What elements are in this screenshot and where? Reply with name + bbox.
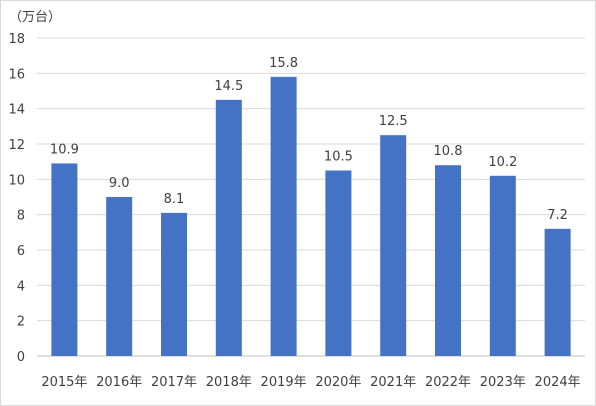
y-tick-label: 14 bbox=[8, 103, 25, 118]
bar bbox=[544, 228, 571, 356]
x-tick-label: 2020年 bbox=[315, 375, 361, 390]
x-tick-label: 2016年 bbox=[96, 375, 142, 390]
bar-value-label: 10.8 bbox=[434, 144, 463, 159]
y-axis-tick-labels: 0 2 4 6 8 10 12 14 16 18 bbox=[8, 32, 25, 365]
x-tick-label: 2024年 bbox=[535, 375, 581, 390]
y-tick-label: 4 bbox=[17, 279, 25, 294]
bar bbox=[489, 175, 516, 356]
y-tick-label: 12 bbox=[8, 138, 25, 153]
x-tick-label: 2017年 bbox=[151, 375, 197, 390]
y-axis-unit-label: （万台） bbox=[9, 10, 61, 25]
y-tick-label: 2 bbox=[17, 315, 25, 330]
y-tick-label: 10 bbox=[8, 173, 25, 188]
y-tick-label: 16 bbox=[8, 67, 25, 82]
bar bbox=[380, 135, 407, 356]
x-tick-label: 2023年 bbox=[480, 375, 526, 390]
x-tick-label: 2015年 bbox=[41, 375, 87, 390]
bar-value-label: 14.5 bbox=[214, 79, 243, 94]
bar bbox=[106, 197, 133, 356]
data-labels: 10.9 9.0 8.1 14.5 15.8 10.5 12.5 10.8 10.2 7.2 bbox=[50, 56, 568, 223]
bar-value-label: 10.2 bbox=[488, 155, 517, 170]
x-tick-label: 2019年 bbox=[261, 375, 307, 390]
x-tick-label: 2018年 bbox=[206, 375, 252, 390]
bar-value-label: 9.0 bbox=[109, 176, 130, 191]
bar-value-label: 8.1 bbox=[164, 192, 185, 207]
y-tick-label: 18 bbox=[8, 32, 25, 47]
x-tick-label: 2021年 bbox=[370, 375, 416, 390]
bar bbox=[325, 170, 352, 356]
y-tick-label: 8 bbox=[17, 209, 25, 224]
y-tick-label: 0 bbox=[17, 350, 25, 365]
bar bbox=[270, 76, 297, 356]
bars bbox=[51, 76, 571, 356]
x-tick-label: 2022年 bbox=[425, 375, 471, 390]
bar-value-label: 15.8 bbox=[269, 56, 298, 71]
bar-value-label: 10.9 bbox=[50, 142, 79, 157]
bar bbox=[215, 99, 242, 356]
bar bbox=[51, 163, 78, 356]
bar-value-label: 7.2 bbox=[547, 208, 568, 223]
bar bbox=[161, 212, 187, 356]
bar-value-label: 12.5 bbox=[379, 114, 408, 129]
bar-value-label: 10.5 bbox=[324, 150, 353, 165]
x-axis-tick-labels: 2015年 2016年 2017年 2018年 2019年 2020年 2021年 2022年… bbox=[41, 375, 580, 390]
y-tick-label: 6 bbox=[17, 244, 25, 259]
bar bbox=[435, 165, 461, 356]
